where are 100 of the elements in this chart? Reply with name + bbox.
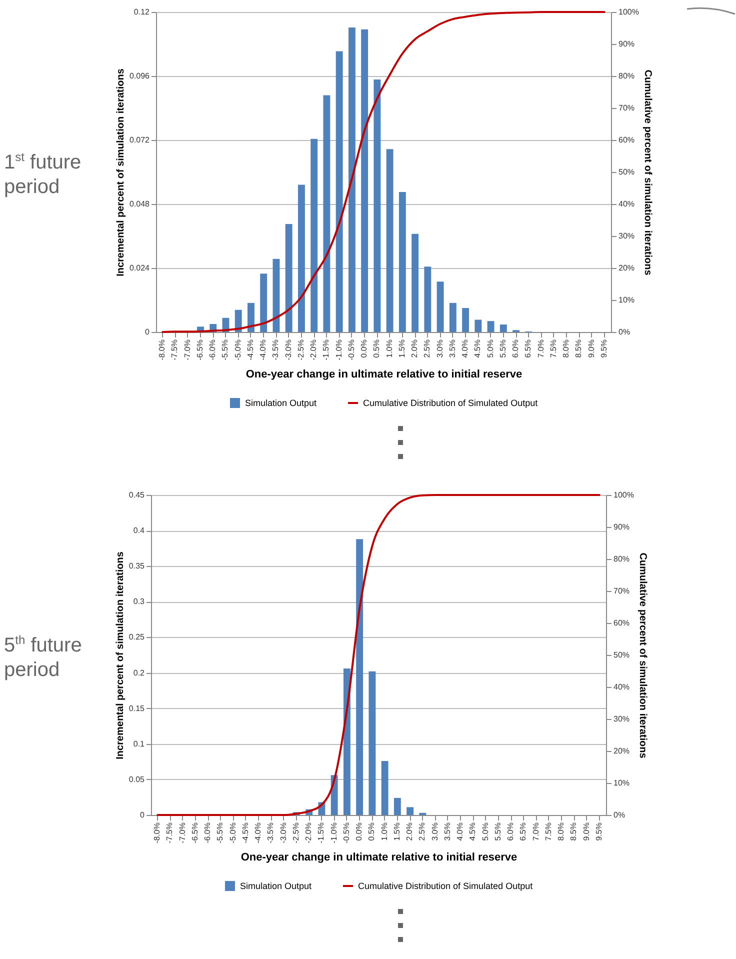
y-tick-label: 0.048: [129, 200, 150, 208]
legend-label: Simulation Output: [245, 398, 318, 408]
x-tick-label: 7.5%: [548, 340, 558, 358]
y-tick-label: 0.1: [133, 739, 146, 748]
x-tick-label: 1.5%: [397, 340, 406, 358]
x-tick-label: 4.5%: [468, 822, 478, 841]
x-tick-label: -8.0%: [152, 822, 162, 844]
y-tick-label: 0.35: [128, 562, 146, 571]
y-tick-label: 0.096: [129, 72, 150, 80]
x-tick-label: -6.5%: [190, 822, 200, 844]
x-tick-label: 0.5%: [367, 822, 376, 841]
x-tick-label: 1.5%: [392, 822, 402, 841]
x-tick-label: -7.0%: [182, 340, 192, 360]
y-tick-label: 0.45: [128, 490, 146, 500]
y-tick-label: 0.25: [128, 632, 146, 642]
y-tick-label: 0.15: [128, 704, 146, 713]
y2-tick-label: 80%: [618, 72, 635, 80]
x-tick-label: 2.0%: [405, 822, 414, 841]
x-tick-label: 8.0%: [556, 822, 566, 841]
y2-tick-label: 0%: [614, 810, 626, 820]
x-tick-label: -5.5%: [220, 340, 230, 360]
legend-label: Cumulative Distribution of Simulated Output: [363, 398, 538, 408]
x-tick-label: 7.5%: [544, 822, 553, 841]
x-tick-label: -5.0%: [228, 822, 238, 844]
y2-tick-label: 40%: [618, 200, 635, 208]
x-tick-label: -4.0%: [258, 340, 268, 360]
x-tick-label: -0.5%: [346, 340, 356, 360]
x-tick-label: 6.5%: [524, 340, 533, 358]
x-tick-label: -2.5%: [296, 340, 306, 360]
x-tick-label: 6.0%: [506, 822, 516, 841]
y2-tick-label: 10%: [614, 778, 630, 788]
x-tick-label: 9.5%: [599, 340, 608, 358]
x-tick-label: 5.5%: [493, 822, 502, 841]
x-tick-label: 9.5%: [594, 822, 604, 841]
x-tick-label: 9.0%: [582, 822, 591, 841]
x-tick-label: -7.0%: [178, 822, 187, 844]
x-tick-label: -1.5%: [316, 822, 326, 844]
legend-label: Cumulative Distribution of Simulated Output: [358, 881, 534, 891]
y2-tick-label: 50%: [618, 168, 635, 176]
x-axis-title: One-year change in ultimate relative to initial reserve: [240, 851, 518, 864]
y-tick-label: 0.3: [133, 597, 146, 606]
x-tick-label: 6.0%: [511, 340, 520, 358]
y2-tick-label: 90%: [618, 40, 635, 48]
x-tick-label: -1.0%: [329, 822, 338, 844]
x-tick-label: -6.0%: [203, 822, 212, 844]
x-tick-label: -1.5%: [322, 340, 331, 360]
x-tick-label: -6.5%: [195, 340, 204, 360]
x-tick-label: 2.5%: [418, 822, 427, 841]
text: 1$^{st}$ future period: [3, 149, 82, 199]
x-tick-label: 0.5%: [372, 340, 382, 358]
y-axis-title: Incremental percent of simulation iterations: [115, 68, 126, 276]
y2-tick-label: 20%: [618, 264, 635, 272]
x-tick-label: -2.5%: [291, 822, 300, 844]
y2-tick-label: 90%: [614, 522, 630, 532]
y2-tick-label: 40%: [614, 682, 630, 692]
x-tick-label: -8.0%: [158, 340, 167, 360]
x-tick-label: -3.0%: [278, 822, 288, 844]
x-tick-label: -4.5%: [246, 340, 255, 360]
x-tick-label: 4.0%: [456, 822, 465, 841]
y2-tick-label: 60%: [614, 618, 630, 628]
x-tick-label: 1.0%: [384, 340, 394, 358]
y2-tick-label: 30%: [614, 714, 630, 724]
y-tick-label: 0: [140, 810, 146, 820]
x-tick-label: 3.5%: [442, 822, 452, 841]
y2-tick-label: 100%: [614, 490, 634, 500]
y2-axis-title: Cumulative percent of simulation iterations: [636, 552, 648, 759]
y-tick-label: 0.024: [129, 264, 150, 272]
y2-tick-label: 20%: [614, 746, 630, 756]
y-tick-label: 0.4: [133, 526, 146, 536]
x-tick-label: -7.5%: [170, 340, 180, 360]
x-tick-label: -5.0%: [233, 340, 242, 360]
text: 5$^{th}$ future period: [3, 632, 83, 682]
y-tick-label: 0.05: [128, 774, 146, 784]
x-tick-label: 7.0%: [531, 822, 540, 841]
y2-tick-label: 100%: [618, 8, 639, 16]
x-tick-label: 8.5%: [574, 340, 584, 358]
y2-tick-label: 10%: [618, 296, 635, 304]
x-tick-label: -3.0%: [284, 340, 293, 360]
x-tick-label: -7.5%: [165, 822, 174, 844]
x-tick-label: -4.0%: [254, 822, 263, 844]
x-tick-label: 5.5%: [498, 340, 508, 358]
y2-tick-label: 30%: [618, 232, 635, 240]
x-tick-label: 5.0%: [480, 822, 490, 841]
x-tick-label: 8.5%: [569, 822, 578, 841]
x-tick-label: -2.0%: [304, 822, 314, 844]
x-tick-label: -1.0%: [334, 340, 344, 360]
x-tick-label: 3.5%: [448, 340, 457, 358]
y-tick-label: 0.12: [134, 8, 150, 16]
x-tick-label: 8.0%: [562, 340, 571, 358]
y-tick-label: 0.072: [129, 136, 150, 144]
x-tick-label: -3.5%: [271, 340, 280, 360]
y2-tick-label: 50%: [614, 650, 630, 660]
x-tick-label: 2.5%: [422, 340, 432, 358]
y2-axis-title: Cumulative percent of simulation iterations: [642, 70, 653, 276]
y2-tick-label: 70%: [614, 586, 630, 596]
x-tick-label: 4.5%: [473, 340, 482, 358]
x-tick-label: -3.5%: [266, 822, 276, 844]
x-tick-label: -2.0%: [309, 340, 318, 360]
y2-tick-label: 60%: [618, 136, 635, 144]
x-tick-label: 3.0%: [435, 340, 444, 358]
